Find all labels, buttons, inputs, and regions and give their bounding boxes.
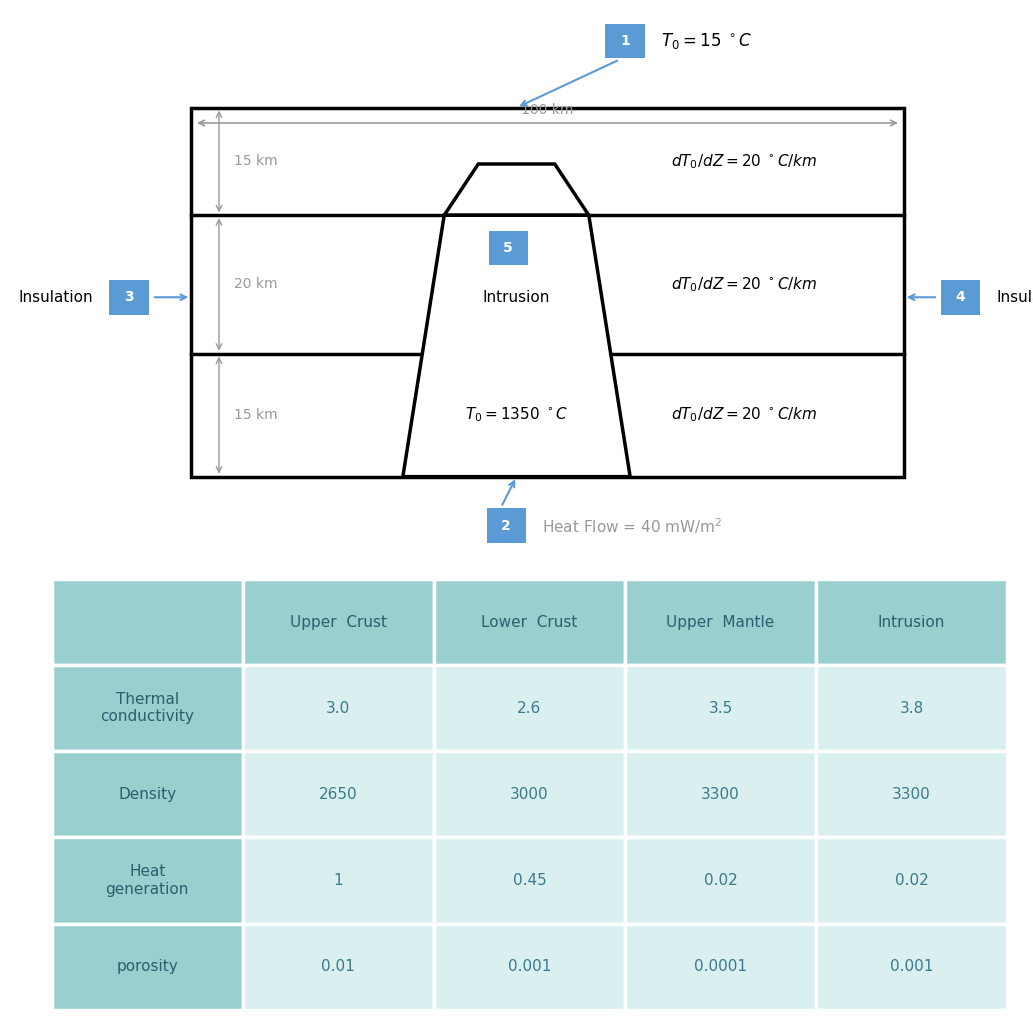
FancyBboxPatch shape: [625, 579, 816, 665]
FancyBboxPatch shape: [625, 924, 816, 1010]
Text: Insulation: Insulation: [997, 290, 1033, 304]
Text: 5: 5: [503, 241, 513, 255]
Text: Intrusion: Intrusion: [482, 290, 551, 304]
Text: 2.6: 2.6: [518, 701, 541, 715]
Text: 0.01: 0.01: [321, 959, 355, 974]
Text: 20 km: 20 km: [234, 278, 278, 291]
Text: 0.0001: 0.0001: [694, 959, 747, 974]
FancyBboxPatch shape: [243, 837, 434, 924]
FancyBboxPatch shape: [434, 837, 625, 924]
Text: Heat
generation: Heat generation: [105, 864, 189, 897]
FancyBboxPatch shape: [625, 837, 816, 924]
Text: $T_0=1350\ ^\circ C$: $T_0=1350\ ^\circ C$: [465, 406, 568, 424]
Text: 3000: 3000: [510, 787, 549, 802]
FancyBboxPatch shape: [109, 280, 149, 315]
Text: Upper  Mantle: Upper Mantle: [666, 615, 775, 629]
Text: 3.5: 3.5: [709, 701, 732, 715]
FancyBboxPatch shape: [243, 665, 434, 751]
Text: Intrusion: Intrusion: [878, 615, 945, 629]
Text: 0.001: 0.001: [890, 959, 933, 974]
Text: 4: 4: [956, 290, 966, 304]
Text: 100 km: 100 km: [522, 102, 573, 117]
Text: 0.45: 0.45: [512, 873, 546, 888]
Polygon shape: [444, 164, 589, 215]
FancyBboxPatch shape: [243, 579, 434, 665]
FancyBboxPatch shape: [489, 231, 528, 265]
Text: 0.02: 0.02: [703, 873, 738, 888]
FancyBboxPatch shape: [816, 751, 1007, 837]
Text: 15 km: 15 km: [234, 408, 278, 422]
Text: 3.0: 3.0: [326, 701, 350, 715]
Text: $dT_0/dZ=20\ ^\circ C/km$: $dT_0/dZ=20\ ^\circ C/km$: [670, 152, 817, 171]
FancyBboxPatch shape: [625, 665, 816, 751]
Text: 3: 3: [124, 290, 134, 304]
Text: porosity: porosity: [117, 959, 178, 974]
FancyBboxPatch shape: [605, 24, 645, 58]
Text: 0.02: 0.02: [895, 873, 929, 888]
FancyBboxPatch shape: [816, 579, 1007, 665]
Text: $dT_0/dZ=20\ ^\circ C/km$: $dT_0/dZ=20\ ^\circ C/km$: [670, 275, 817, 294]
Text: 0.001: 0.001: [508, 959, 551, 974]
Text: $dT_0/dZ=20\ ^\circ C/km$: $dT_0/dZ=20\ ^\circ C/km$: [670, 406, 817, 424]
FancyBboxPatch shape: [487, 508, 526, 543]
Polygon shape: [403, 215, 630, 477]
Text: Heat Flow = 40 mW/m$^2$: Heat Flow = 40 mW/m$^2$: [542, 516, 723, 536]
FancyBboxPatch shape: [434, 924, 625, 1010]
FancyBboxPatch shape: [625, 751, 816, 837]
Text: 2: 2: [501, 519, 511, 533]
Text: $T_0=15\ ^\circ C$: $T_0=15\ ^\circ C$: [661, 31, 752, 51]
FancyBboxPatch shape: [816, 924, 1007, 1010]
FancyBboxPatch shape: [434, 751, 625, 837]
FancyBboxPatch shape: [52, 579, 243, 665]
Text: 3300: 3300: [893, 787, 931, 802]
Text: 1: 1: [334, 873, 343, 888]
FancyBboxPatch shape: [52, 751, 243, 837]
FancyBboxPatch shape: [816, 837, 1007, 924]
FancyBboxPatch shape: [941, 280, 980, 315]
Text: Thermal
conductivity: Thermal conductivity: [100, 692, 194, 725]
FancyBboxPatch shape: [52, 665, 243, 751]
Text: 3300: 3300: [701, 787, 740, 802]
FancyBboxPatch shape: [243, 924, 434, 1010]
FancyBboxPatch shape: [52, 837, 243, 924]
Text: Lower  Crust: Lower Crust: [481, 615, 577, 629]
Text: Upper  Crust: Upper Crust: [290, 615, 386, 629]
FancyBboxPatch shape: [52, 924, 243, 1010]
Text: 3.8: 3.8: [900, 701, 924, 715]
Text: 15 km: 15 km: [234, 155, 278, 168]
FancyBboxPatch shape: [434, 579, 625, 665]
FancyBboxPatch shape: [243, 751, 434, 837]
FancyBboxPatch shape: [434, 665, 625, 751]
FancyBboxPatch shape: [816, 665, 1007, 751]
Text: 1: 1: [620, 34, 630, 48]
Text: Insulation: Insulation: [19, 290, 93, 304]
Text: 2650: 2650: [319, 787, 357, 802]
FancyBboxPatch shape: [191, 108, 904, 477]
Text: Density: Density: [118, 787, 177, 802]
